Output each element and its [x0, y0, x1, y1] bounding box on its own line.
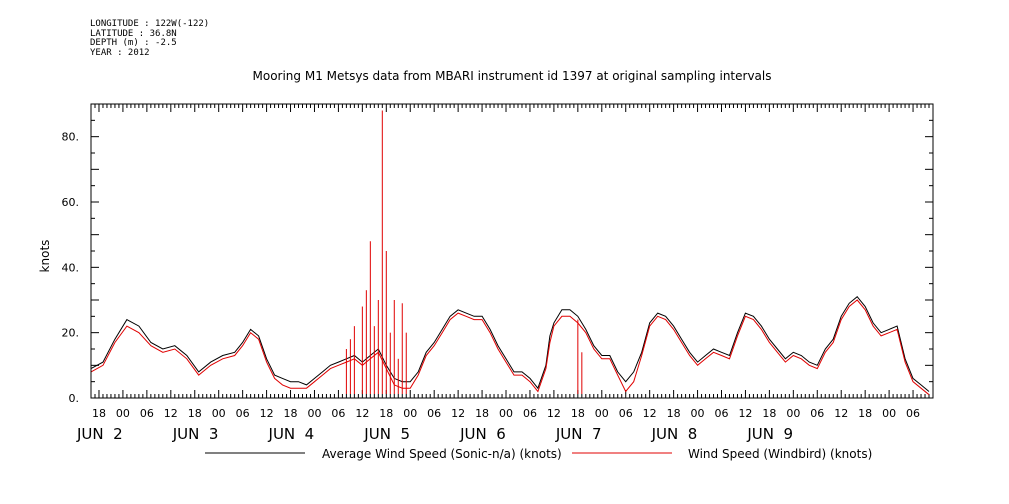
chart-title: Mooring M1 Metsys data from MBARI instru…	[253, 69, 772, 83]
x-hour-label: 00	[595, 407, 609, 420]
x-day-label: JUN 6	[459, 425, 506, 443]
x-hour-label: 06	[140, 407, 154, 420]
x-hour-label: 00	[403, 407, 417, 420]
x-hour-label: 06	[906, 407, 920, 420]
x-hour-label: 06	[523, 407, 537, 420]
x-hour-label: 12	[738, 407, 752, 420]
metadata-block: LONGITUDE : 122W(-122) LATITUDE : 36.8N …	[90, 19, 210, 58]
axis-ticks	[90, 103, 934, 399]
x-day-label: JUN 8	[651, 425, 698, 443]
legend-label-windbird: Wind Speed (Windbird) (knots)	[688, 447, 872, 461]
longitude-text: LONGITUDE : 122W(-122)	[90, 19, 210, 29]
x-day-label: JUN 9	[746, 425, 793, 443]
year-text: YEAR : 2012	[90, 47, 150, 58]
y-tick-labels: 0. 20. 40. 60. 80.	[62, 131, 80, 405]
y-tick-label: 20.	[62, 327, 80, 340]
x-hour-label: 06	[810, 407, 824, 420]
plot-frame	[90, 103, 934, 399]
x-day-label: JUN 2	[76, 425, 123, 443]
x-hour-label: 12	[164, 407, 178, 420]
x-hour-label: 18	[379, 407, 393, 420]
x-hour-label: 06	[619, 407, 633, 420]
x-hour-label: 00	[786, 407, 800, 420]
x-hour-label: 06	[331, 407, 345, 420]
x-hour-label: 18	[92, 407, 106, 420]
x-hour-label: 00	[307, 407, 321, 420]
x-day-label: JUN 5	[363, 425, 410, 443]
x-hour-label: 12	[547, 407, 561, 420]
y-tick-label: 0.	[69, 392, 80, 405]
x-hour-label: 18	[284, 407, 298, 420]
x-hour-label: 18	[188, 407, 202, 420]
x-hour-label: 18	[571, 407, 585, 420]
x-hour-label: 00	[691, 407, 705, 420]
x-hour-label: 06	[236, 407, 250, 420]
x-day-labels: JUN 2 JUN 3 JUN 4 JUN 5 JUN 6 JUN 7 JUN 8 JUN 9	[76, 425, 793, 443]
series-line-0	[90, 295, 930, 392]
x-day-label: JUN 7	[555, 425, 602, 443]
x-hour-label: 12	[355, 407, 369, 420]
x-hour-label: 12	[834, 407, 848, 420]
x-day-label: JUN 4	[268, 425, 315, 443]
latitude-text: LATITUDE : 36.8N	[90, 28, 177, 39]
x-hour-label: 18	[762, 407, 776, 420]
y-tick-label: 60.	[62, 196, 80, 209]
y-tick-label: 80.	[62, 131, 80, 144]
x-hour-label: 18	[475, 407, 489, 420]
x-hour-label: 12	[260, 407, 274, 420]
x-hour-label: 06	[427, 407, 441, 420]
y-axis-label: knots	[38, 240, 52, 273]
x-hour-label: 18	[667, 407, 681, 420]
y-tick-label: 40.	[62, 261, 80, 274]
x-hour-label: 00	[212, 407, 226, 420]
plot-area	[90, 110, 930, 396]
x-hour-label: 06	[715, 407, 729, 420]
legend-label-average-wind: Average Wind Speed (Sonic-n/a) (knots)	[322, 447, 562, 461]
x-hour-label: 18	[858, 407, 872, 420]
x-hour-label: 12	[643, 407, 657, 420]
legend: Average Wind Speed (Sonic-n/a) (knots) W…	[205, 447, 872, 461]
x-day-label: JUN 3	[172, 425, 219, 443]
x-hour-label: 00	[499, 407, 513, 420]
depth-text: DEPTH (m) : -2.5	[90, 38, 177, 48]
x-hour-tick-labels: 18 00 06 12 18 00 06 12 18 00 06 12 18 00 06 12 18 00 06 12…	[92, 407, 920, 420]
x-hour-label: 12	[451, 407, 465, 420]
series-line-1	[90, 299, 930, 396]
x-hour-label: 00	[116, 407, 130, 420]
x-hour-label: 00	[882, 407, 896, 420]
